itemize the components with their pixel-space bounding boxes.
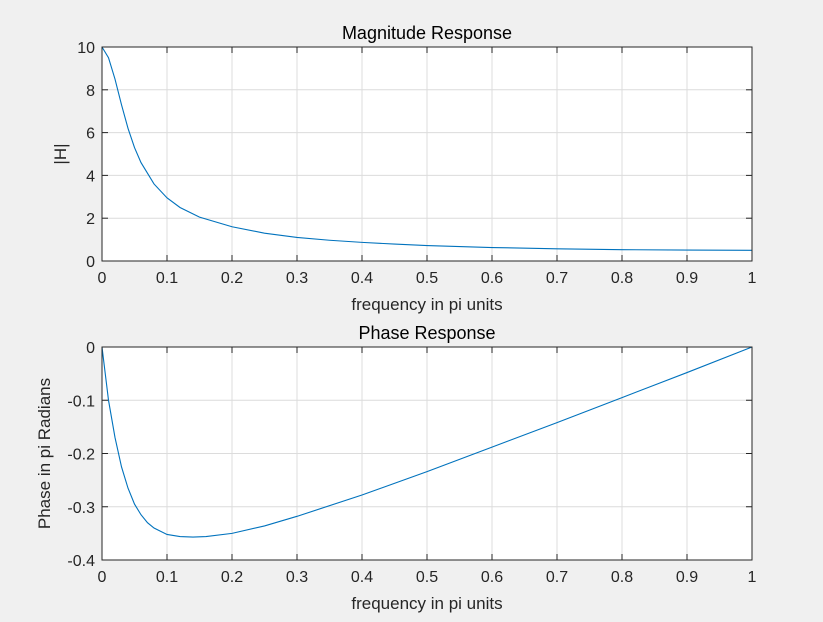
magnitude-x-tick-label: 0.1 <box>156 270 178 287</box>
phase-x-tick-label: 0.8 <box>611 569 633 586</box>
phase-y-tick-label: -0.1 <box>67 393 95 410</box>
magnitude-y-axis-label: |H| <box>51 143 70 164</box>
magnitude-series-line <box>101 46 753 251</box>
magnitude-x-tick-label: 0.5 <box>416 270 438 287</box>
magnitude-x-tick-label: 0 <box>98 270 107 287</box>
phase-y-tick-label: 0 <box>86 340 95 357</box>
phase-y-tick-label: -0.2 <box>67 447 95 464</box>
phase-x-tick-label: 0.7 <box>546 569 568 586</box>
phase-y-tick-label: -0.4 <box>67 553 95 570</box>
magnitude-plot: 0 0.1 0.2 0.3 0.4 0.5 0.6 0.7 0.8 0.9 10246810Magn… <box>51 23 757 314</box>
magnitude-y-tick-label: 10 <box>77 40 95 57</box>
magnitude-y-tick-label: 2 <box>86 211 95 228</box>
phase-x-tick-label: 0.2 <box>221 569 243 586</box>
phase-series-line <box>101 346 753 538</box>
magnitude-title: Magnitude Response <box>342 23 512 43</box>
phase-x-axis-label: frequency in pi units <box>351 594 502 613</box>
magnitude-y-tick-label: 4 <box>86 168 95 185</box>
magnitude-x-tick-label: 0.3 <box>286 270 308 287</box>
phase-title: Phase Response <box>358 323 495 343</box>
magnitude-x-tick-label: 0.6 <box>481 270 503 287</box>
phase-x-tick-label: 0.9 <box>676 569 698 586</box>
magnitude-x-tick-label: 0.9 <box>676 270 698 287</box>
phase-x-tick-label: 0.6 <box>481 569 503 586</box>
magnitude-x-tick-label: 0.4 <box>351 270 373 287</box>
phase-plot: 0 0.1 0.2 0.3 0.4 0.5 0.6 0.7 0.8 0.9 1 -0.4 -0.3 -0.… <box>35 323 757 613</box>
magnitude-y-tick-label: 0 <box>86 254 95 271</box>
phase-x-tick-label: 0.1 <box>156 569 178 586</box>
phase-x-tick-label: 0.4 <box>351 569 373 586</box>
magnitude-x-tick-label: 1 <box>748 270 757 287</box>
magnitude-y-tick-label: 8 <box>86 83 95 100</box>
magnitude-x-tick-label: 0.7 <box>546 270 568 287</box>
magnitude-x-tick-label: 0.2 <box>221 270 243 287</box>
phase-x-tick-label: 0.5 <box>416 569 438 586</box>
magnitude-x-tick-label: 0.8 <box>611 270 633 287</box>
magnitude-x-axis-label: frequency in pi units <box>351 295 502 314</box>
magnitude-y-tick-label: 6 <box>86 126 95 143</box>
phase-y-tick-label: -0.3 <box>67 500 95 517</box>
phase-x-tick-label: 0.3 <box>286 569 308 586</box>
phase-x-tick-label: 1 <box>748 569 757 586</box>
phase-y-axis-label: Phase in pi Radians <box>35 378 54 529</box>
phase-x-tick-label: 0 <box>98 569 107 586</box>
